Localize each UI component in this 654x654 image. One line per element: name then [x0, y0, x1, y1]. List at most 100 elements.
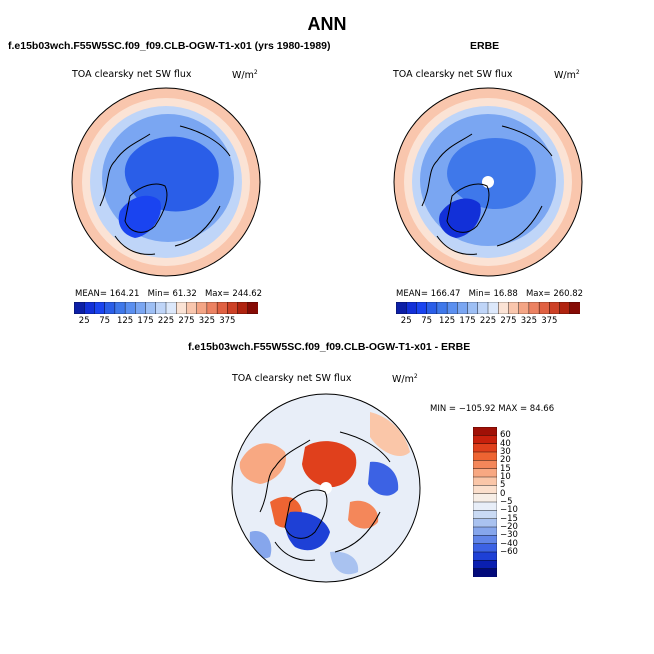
- panel1-colorbar-swatch: [135, 302, 147, 314]
- panel2-pole-hole: [482, 176, 494, 188]
- diff-colorbar-tick-label: 10: [500, 472, 511, 482]
- panel1-stats: MEAN= 164.21 Min= 61.32 Max= 244.62: [75, 289, 263, 299]
- panel1-colorbar-swatch: [94, 302, 106, 314]
- diff-pos-region-5: [348, 500, 379, 529]
- diff-colorbar-ticks: 60 40 30 20 15 10 5 0 −5 −10 −15 −20 −30 −40 −60: [500, 427, 540, 577]
- panel2-colorbar-swatch: [477, 302, 489, 314]
- panel1-colorbar-swatch: [124, 302, 136, 314]
- panel2-colorbar-tick-label: 125: [438, 316, 456, 326]
- diff-colorbar-tick-label: 30: [500, 447, 511, 457]
- panel1-colorbar-swatch: [206, 302, 218, 314]
- panel2-colorbar-swatch: [538, 302, 550, 314]
- panel1-colorbar-swatch: [196, 302, 208, 314]
- diff-colorbar-tick-label: −30: [500, 530, 518, 541]
- diff-pos-region-2: [370, 412, 410, 457]
- diff-neg-region-4: [330, 551, 359, 575]
- diff-colorbar-swatch: [473, 526, 497, 536]
- panel2-colorbar-swatch: [528, 302, 540, 314]
- panel1-colorbar-tick-label: 225: [157, 316, 175, 326]
- panel1-colorbar-tick-label: 125: [116, 316, 134, 326]
- diff-case-label: f.e15b03wch.F55W5SC.f09_f09.CLB-OGW-T1-x…: [188, 341, 471, 353]
- panel2-colorbar-swatch: [569, 302, 580, 314]
- panel2-case-label: ERBE: [470, 40, 500, 52]
- diff-neg-region-2: [368, 461, 399, 496]
- panel2-field-label: TOA clearsky net SW flux: [393, 69, 513, 80]
- panel2-stats: MEAN= 166.47 Min= 16.88 Max= 260.82: [396, 289, 584, 299]
- panel2-map: [393, 87, 583, 277]
- panel1-colorbar-swatch: [247, 302, 258, 314]
- panel2-ice-region: [447, 138, 536, 210]
- panel2-colorbar-ticks: 25 75 125 175 225 275 325 375: [396, 316, 580, 328]
- diff-colorbar-tick-label: −40: [500, 538, 518, 549]
- diff-colorbar-swatch: [473, 510, 497, 520]
- diff-colorbar-swatch: [473, 485, 497, 495]
- diff-colorbar-swatch: [473, 518, 497, 528]
- diff-pos-region-3: [302, 441, 357, 488]
- diff-colorbar-swatch: [473, 460, 497, 470]
- panel2-colorbar-swatch: [406, 302, 417, 314]
- diff-colorbar-swatch: [473, 451, 497, 461]
- panel1-colorbar-swatch: [114, 302, 126, 314]
- panel2-coastline: [421, 125, 553, 255]
- diff-colorbar-tick-label: −60: [500, 547, 518, 557]
- diff-colorbar-swatch: [473, 543, 497, 553]
- panel2-colorbar-tick-label: 175: [459, 316, 476, 326]
- diff-colorbar-swatch: [473, 476, 497, 486]
- diff-colorbar-swatch: [473, 427, 497, 436]
- diff-colorbar-tick-label: 60: [500, 430, 511, 441]
- panel1-colorbar-tick-label: 175: [137, 316, 154, 326]
- panel2-colorbar-tick-label: 225: [479, 316, 497, 326]
- diff-colorbar-swatch: [473, 535, 497, 545]
- diff-colorbar-swatch: [473, 493, 497, 503]
- panel2-colorbar-swatch: [416, 302, 428, 314]
- panel1-colorbar-swatch: [176, 302, 187, 314]
- panel2-colorbar-swatch: [446, 302, 458, 314]
- panel2-units: W/m2: [554, 69, 580, 82]
- diff-units: W/m2: [392, 373, 418, 386]
- panel1-colorbar-swatch: [227, 302, 239, 314]
- diff-colorbar-swatch: [473, 443, 497, 453]
- diff-neg-region-1: [285, 511, 330, 551]
- panel1-ice-region: [124, 136, 219, 212]
- diff-minmax: MIN = −105.92 MAX = 84.66: [430, 404, 555, 414]
- panel1-colorbar-swatch: [186, 302, 198, 314]
- panel1-colorbar-swatch: [84, 302, 95, 314]
- panel1-colorbar-tick-label: 275: [178, 316, 195, 326]
- panel2-colorbar-swatch: [426, 302, 438, 314]
- panel2-colorbar-tick-label: 375: [541, 316, 558, 326]
- panel1-colorbar-swatch: [216, 302, 228, 314]
- diff-coastline: [259, 431, 391, 561]
- diff-colorbar-swatch: [473, 551, 497, 561]
- panel1-colorbar-swatch: [165, 302, 177, 314]
- diff-colorbar: [473, 427, 497, 577]
- diff-colorbar-tick-label: 15: [500, 463, 511, 474]
- panel1-colorbar-tick-label: 375: [219, 316, 236, 326]
- panel2-colorbar-swatch: [396, 302, 407, 314]
- panel2-colorbar-tick-label: 25: [400, 316, 412, 326]
- panel1-colorbar-swatch: [155, 302, 167, 314]
- panel1-map: [71, 87, 261, 277]
- diff-colorbar-tick-label: −10: [500, 505, 518, 516]
- panel1-colorbar-swatch: [104, 302, 116, 314]
- diff-pole-hole: [320, 482, 332, 494]
- panel2-colorbar-tick-label: 75: [421, 316, 433, 326]
- panel2-colorbar-swatch: [508, 302, 520, 314]
- panel1-case-label: f.e15b03wch.F55W5SC.f09_f09.CLB-OGW-T1-x…: [8, 40, 331, 52]
- diff-colorbar-tick-label: −5: [500, 497, 513, 507]
- panel1-colorbar-tick-label: 25: [78, 316, 90, 326]
- panel1-colorbar-tick-label: 325: [198, 316, 215, 326]
- diff-colorbar-swatch: [473, 560, 497, 570]
- panel2-colorbar-tick-label: 275: [500, 316, 517, 326]
- panel1-coastline: [99, 125, 231, 255]
- panel1-colorbar-tick-label: 75: [99, 316, 111, 326]
- panel2-colorbar: [396, 302, 580, 314]
- panel1-colorbar-ticks: 25 75 125 175 225 275 325 375: [74, 316, 258, 328]
- panel1-field-label: TOA clearsky net SW flux: [72, 69, 192, 80]
- panel1-colorbar-swatch: [145, 302, 157, 314]
- panel2-colorbar-swatch: [457, 302, 469, 314]
- diff-colorbar-swatch: [473, 468, 497, 478]
- panel2-colorbar-swatch: [487, 302, 499, 314]
- figure-title: ANN: [307, 14, 347, 34]
- panel2-colorbar-swatch: [467, 302, 479, 314]
- panel1-colorbar-swatch: [74, 302, 85, 314]
